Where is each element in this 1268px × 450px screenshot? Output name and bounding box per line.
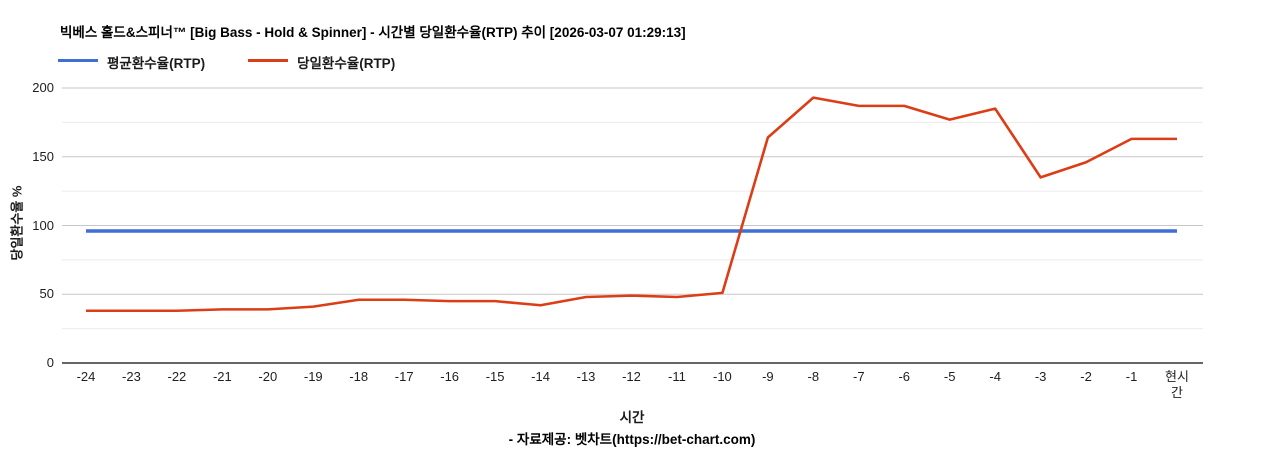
daily-rtp-line-swatch	[248, 59, 289, 62]
y-tick-label: 100	[32, 217, 54, 233]
legend-item-daily-rtp: 당일환수율(RTP)	[248, 52, 395, 72]
x-tick-label: -5	[943, 369, 956, 384]
x-tick-label: -1	[1125, 369, 1138, 384]
y-tick-label: 150	[32, 148, 54, 164]
x-tick-label: -7	[853, 369, 865, 384]
x-tick-label: -19	[303, 369, 323, 384]
y-tick-label: 200	[32, 80, 54, 95]
legend-label-daily-rtp: 당일환수율(RTP)	[297, 56, 396, 71]
legend-label-average-rtp: 평균환수율(RTP)	[107, 56, 206, 71]
chart-title: 빅베스 홀드&스피너™ [Big Bass - Hold & Spinner] …	[60, 25, 686, 40]
legend: 평균환수율(RTP) 당일환수율(RTP)	[58, 52, 395, 72]
daily-rtp-line-series	[86, 96, 1177, 313]
x-tick-label: -14	[531, 369, 550, 384]
y-tick-label: 0	[46, 355, 54, 370]
x-tick-label: -17	[394, 369, 414, 384]
y-tick-label: 50	[39, 286, 54, 302]
x-tick-label: -12	[622, 369, 641, 384]
x-tick-label: -13	[576, 369, 596, 384]
x-tick-label: -3	[1034, 369, 1047, 384]
x-tick-label: -20	[258, 369, 278, 384]
x-tick-label: -21	[212, 369, 232, 384]
x-tick-label: -15	[485, 369, 505, 384]
x-tick-label: -24	[76, 369, 96, 384]
x-tick-label: -2	[1080, 369, 1092, 384]
average-rtp-line-swatch	[58, 59, 98, 62]
legend-item-average-rtp: 평균환수율(RTP)	[58, 52, 205, 72]
x-tick-label: -23	[122, 369, 141, 384]
x-tick-label: -9	[762, 369, 774, 384]
x-tick-label: -4	[989, 369, 1001, 384]
source-attribution: - 자료제공: 벳차트(https://bet-chart.com)	[508, 432, 756, 447]
x-tick-label: 현시간	[1165, 369, 1189, 400]
x-tick-label: -11	[668, 369, 686, 384]
x-tick-label: -10	[713, 369, 732, 384]
x-tick-label: -18	[349, 369, 369, 384]
x-tick-label: -16	[440, 369, 460, 384]
x-tick-label: -6	[898, 369, 911, 384]
x-axis-title: 시간	[619, 410, 645, 425]
x-tick-label: -22	[167, 369, 187, 384]
x-tick-label: -8	[807, 369, 820, 384]
